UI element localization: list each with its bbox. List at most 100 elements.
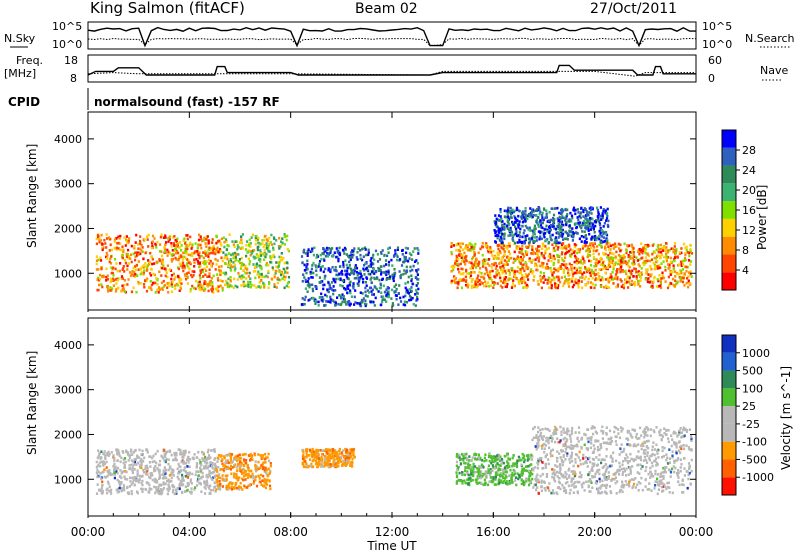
scatter-cell <box>162 456 165 460</box>
scatter-cell <box>571 270 574 274</box>
freq-label-1: Freq. <box>16 54 43 67</box>
scatter-cell <box>349 302 352 306</box>
scatter-cell <box>283 278 286 282</box>
scatter-cell <box>406 280 410 284</box>
scatter-cell <box>465 244 468 247</box>
scatter-cell <box>259 252 262 255</box>
scatter-cell <box>322 252 325 256</box>
scatter-cell <box>553 241 556 244</box>
scatter-cell <box>609 244 612 248</box>
scatter-cell <box>143 269 146 272</box>
scatter-cell <box>496 253 499 257</box>
scatter-cell <box>498 238 501 242</box>
scatter-cell <box>508 217 511 221</box>
scatter-cell <box>200 254 203 258</box>
scatter-cell <box>381 300 384 304</box>
scatter-cell <box>315 462 318 465</box>
scatter-cell <box>130 453 133 456</box>
scatter-cell <box>183 273 187 276</box>
scatter-cell <box>225 279 228 283</box>
scatter-cell <box>407 275 410 279</box>
scatter-cell <box>261 454 264 457</box>
scatter-cell <box>356 273 359 277</box>
scatter-cell <box>98 273 102 277</box>
scatter-cell <box>517 257 520 260</box>
scatter-cell <box>619 270 622 274</box>
scatter-cell <box>344 287 347 291</box>
scatter-cell <box>457 267 460 271</box>
scatter-cell <box>200 468 203 472</box>
scatter-cell <box>186 481 189 485</box>
scatter-cell <box>564 256 567 259</box>
scatter-cell <box>598 260 601 264</box>
scatter-cell <box>217 250 220 254</box>
scatter-cell <box>179 241 182 244</box>
scatter-cell <box>512 261 515 264</box>
scatter-cell <box>544 278 547 281</box>
scatter-cell <box>326 251 329 255</box>
scatter-cell <box>306 259 309 263</box>
scatter-cell <box>144 488 148 491</box>
scatter-cell <box>571 216 574 220</box>
scatter-cell <box>544 266 548 270</box>
scatter-cell <box>599 214 602 218</box>
scatter-cell <box>594 268 597 272</box>
scatter-cell <box>599 231 602 235</box>
scatter-cell <box>353 295 356 299</box>
scatter-cell <box>594 220 597 224</box>
scatter-cell <box>122 484 126 487</box>
scatter-cell <box>640 242 643 245</box>
scatter-cell <box>450 243 454 247</box>
scatter-cell <box>121 249 124 252</box>
scatter-cell <box>592 257 596 261</box>
scatter-cell <box>320 463 323 466</box>
scatter-cell <box>268 236 271 240</box>
scatter-cell <box>243 459 246 463</box>
scatter-cell <box>516 247 519 250</box>
velocity-scatter <box>95 425 693 496</box>
scatter-cell <box>302 250 305 253</box>
scatter-cell <box>348 273 351 276</box>
scatter-cell <box>334 289 337 292</box>
scatter-cell <box>155 481 159 484</box>
scatter-cell <box>569 230 572 233</box>
scatter-cell <box>149 272 152 275</box>
scatter-cell <box>584 275 587 279</box>
nsky-tick-top: 10^5 <box>52 20 82 33</box>
colorbar-tick-label: 20 <box>742 184 756 197</box>
scatter-cell <box>502 266 505 270</box>
scatter-cell <box>236 247 239 251</box>
scatter-cell <box>415 288 418 292</box>
scatter-cell <box>260 272 263 276</box>
scatter-cell <box>619 257 622 261</box>
scatter-cell <box>413 260 417 263</box>
scatter-cell <box>600 218 603 221</box>
scatter-cell <box>122 458 125 461</box>
scatter-cell <box>471 266 474 270</box>
scatter-cell <box>398 284 401 287</box>
scatter-cell <box>181 483 184 487</box>
scatter-cell <box>540 280 543 283</box>
scatter-cell <box>450 269 453 273</box>
scatter-cell <box>226 281 229 285</box>
scatter-cell <box>182 269 185 273</box>
scatter-cell <box>306 290 309 293</box>
scatter-cell <box>688 251 691 255</box>
scatter-cell <box>267 271 270 275</box>
scatter-cell <box>241 233 244 236</box>
scatter-cell <box>186 471 189 475</box>
scatter-cell <box>649 273 652 277</box>
scatter-cell <box>455 254 458 258</box>
scatter-cell <box>395 297 398 301</box>
scatter-cell <box>222 468 225 471</box>
scatter-cell <box>175 458 178 462</box>
scatter-cell <box>570 252 573 256</box>
scatter-cell <box>537 250 540 253</box>
scatter-cell <box>564 279 567 283</box>
scatter-cell <box>141 483 144 487</box>
scatter-cell <box>169 450 172 453</box>
scatter-cell <box>274 269 277 273</box>
scatter-cell <box>483 277 486 280</box>
scatter-cell <box>160 274 163 277</box>
scatter-cell <box>659 256 662 260</box>
